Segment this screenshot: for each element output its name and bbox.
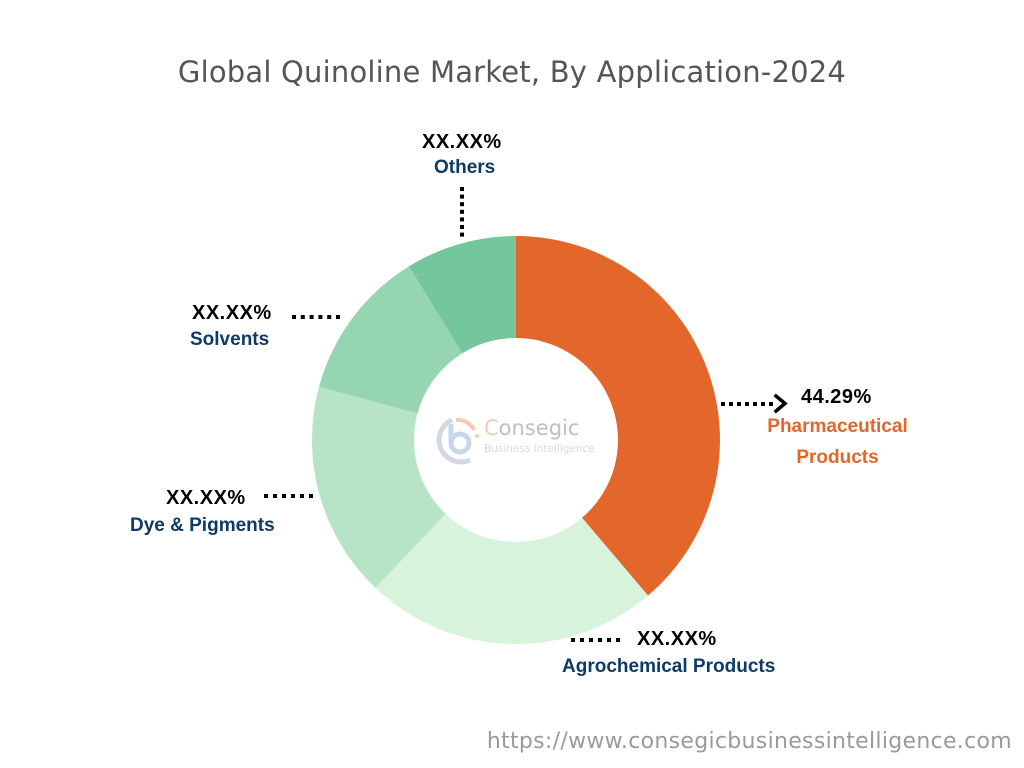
pharma-leader-line (721, 402, 773, 406)
dye-label: Dye & Pigments (130, 515, 275, 536)
logo-name: Consegic (484, 416, 580, 440)
slice-pharmaceutical (516, 236, 720, 596)
chart-title: Global Quinoline Market, By Application-… (177, 55, 847, 89)
slice-agrochemical (375, 513, 648, 644)
agro-leader-line (571, 638, 620, 642)
others-leader-line (460, 187, 464, 237)
agro-value: XX.XX% (637, 628, 717, 650)
consegic-logo: Consegic Business Intelligence (434, 410, 604, 470)
pharma-arrow-icon (773, 393, 788, 414)
solvents-leader-line (292, 315, 340, 319)
solvents-label: Solvents (190, 329, 270, 350)
pharma-value: 44.29% (801, 386, 872, 408)
dye-value: XX.XX% (166, 487, 246, 509)
pharma-label-line1: Pharmaceutical (767, 416, 908, 437)
others-label: Others (434, 157, 496, 178)
agro-label: Agrochemical Products (562, 656, 776, 677)
leader-lines (264, 187, 773, 642)
logo-mark-icon (436, 417, 479, 465)
logo-subtitle: Business Intelligence (484, 443, 595, 455)
pharma-label-line2: Products (796, 447, 879, 468)
dye-leader-line (264, 494, 313, 498)
pharma-label: Pharmaceutical Products (750, 411, 925, 473)
slice-solvents (319, 266, 463, 414)
slice-others (408, 236, 516, 354)
source-url: https://www.consegicbusinessintelligence… (486, 729, 1012, 754)
others-value: XX.XX% (422, 131, 502, 153)
solvents-value: XX.XX% (192, 302, 272, 324)
slice-dye-pigments (312, 386, 446, 588)
